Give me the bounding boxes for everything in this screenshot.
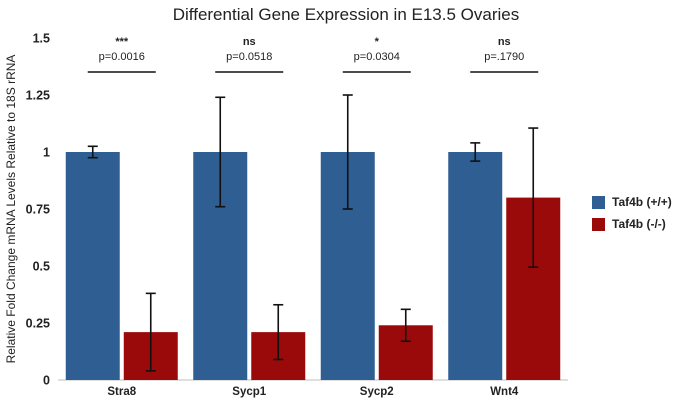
x-tick-label-sycp1: Sycp1 bbox=[232, 386, 266, 398]
y-tick-label: 0.25 bbox=[26, 317, 50, 331]
bar-wnt4-series-1 bbox=[448, 152, 503, 380]
bar-stra8-series-1 bbox=[65, 152, 120, 380]
significance-stars: ns bbox=[243, 36, 256, 48]
y-tick-label: 0.5 bbox=[33, 260, 50, 274]
p-value-label: p=.1790 bbox=[484, 51, 524, 63]
p-value-label: p=0.0016 bbox=[99, 51, 145, 63]
legend-label-series-2: Taf4b (-/-) bbox=[612, 217, 666, 231]
significance-stars: * bbox=[375, 36, 380, 48]
legend-swatch-series-1 bbox=[592, 195, 605, 209]
y-tick-label: 1.5 bbox=[33, 32, 50, 46]
legend-swatch-series-2 bbox=[592, 217, 605, 231]
x-tick-label-stra8: Stra8 bbox=[107, 386, 136, 398]
legend: Taf4b (+/+) Taf4b (-/-) bbox=[592, 192, 672, 236]
significance-stars: *** bbox=[115, 36, 129, 48]
x-tick-label-wnt4: Wnt4 bbox=[490, 386, 519, 398]
x-tick-label-sycp2: Sycp2 bbox=[360, 386, 394, 398]
significance-stars: ns bbox=[498, 36, 511, 48]
legend-label-series-1: Taf4b (+/+) bbox=[612, 195, 672, 209]
legend-item-series-2: Taf4b (-/-) bbox=[592, 214, 672, 234]
y-axis-label: Relative Fold Change mRNA Levels Relativ… bbox=[4, 55, 18, 364]
p-value-label: p=0.0518 bbox=[226, 51, 272, 63]
chart-title: Differential Gene Expression in E13.5 Ov… bbox=[173, 5, 519, 24]
y-tick-label: 1.25 bbox=[26, 89, 50, 103]
p-value-label: p=0.0304 bbox=[354, 51, 400, 63]
y-tick-label: 0 bbox=[43, 374, 50, 388]
y-tick-label: 1 bbox=[43, 146, 50, 160]
y-tick-label: 0.75 bbox=[26, 203, 50, 217]
legend-item-series-1: Taf4b (+/+) bbox=[592, 192, 672, 212]
